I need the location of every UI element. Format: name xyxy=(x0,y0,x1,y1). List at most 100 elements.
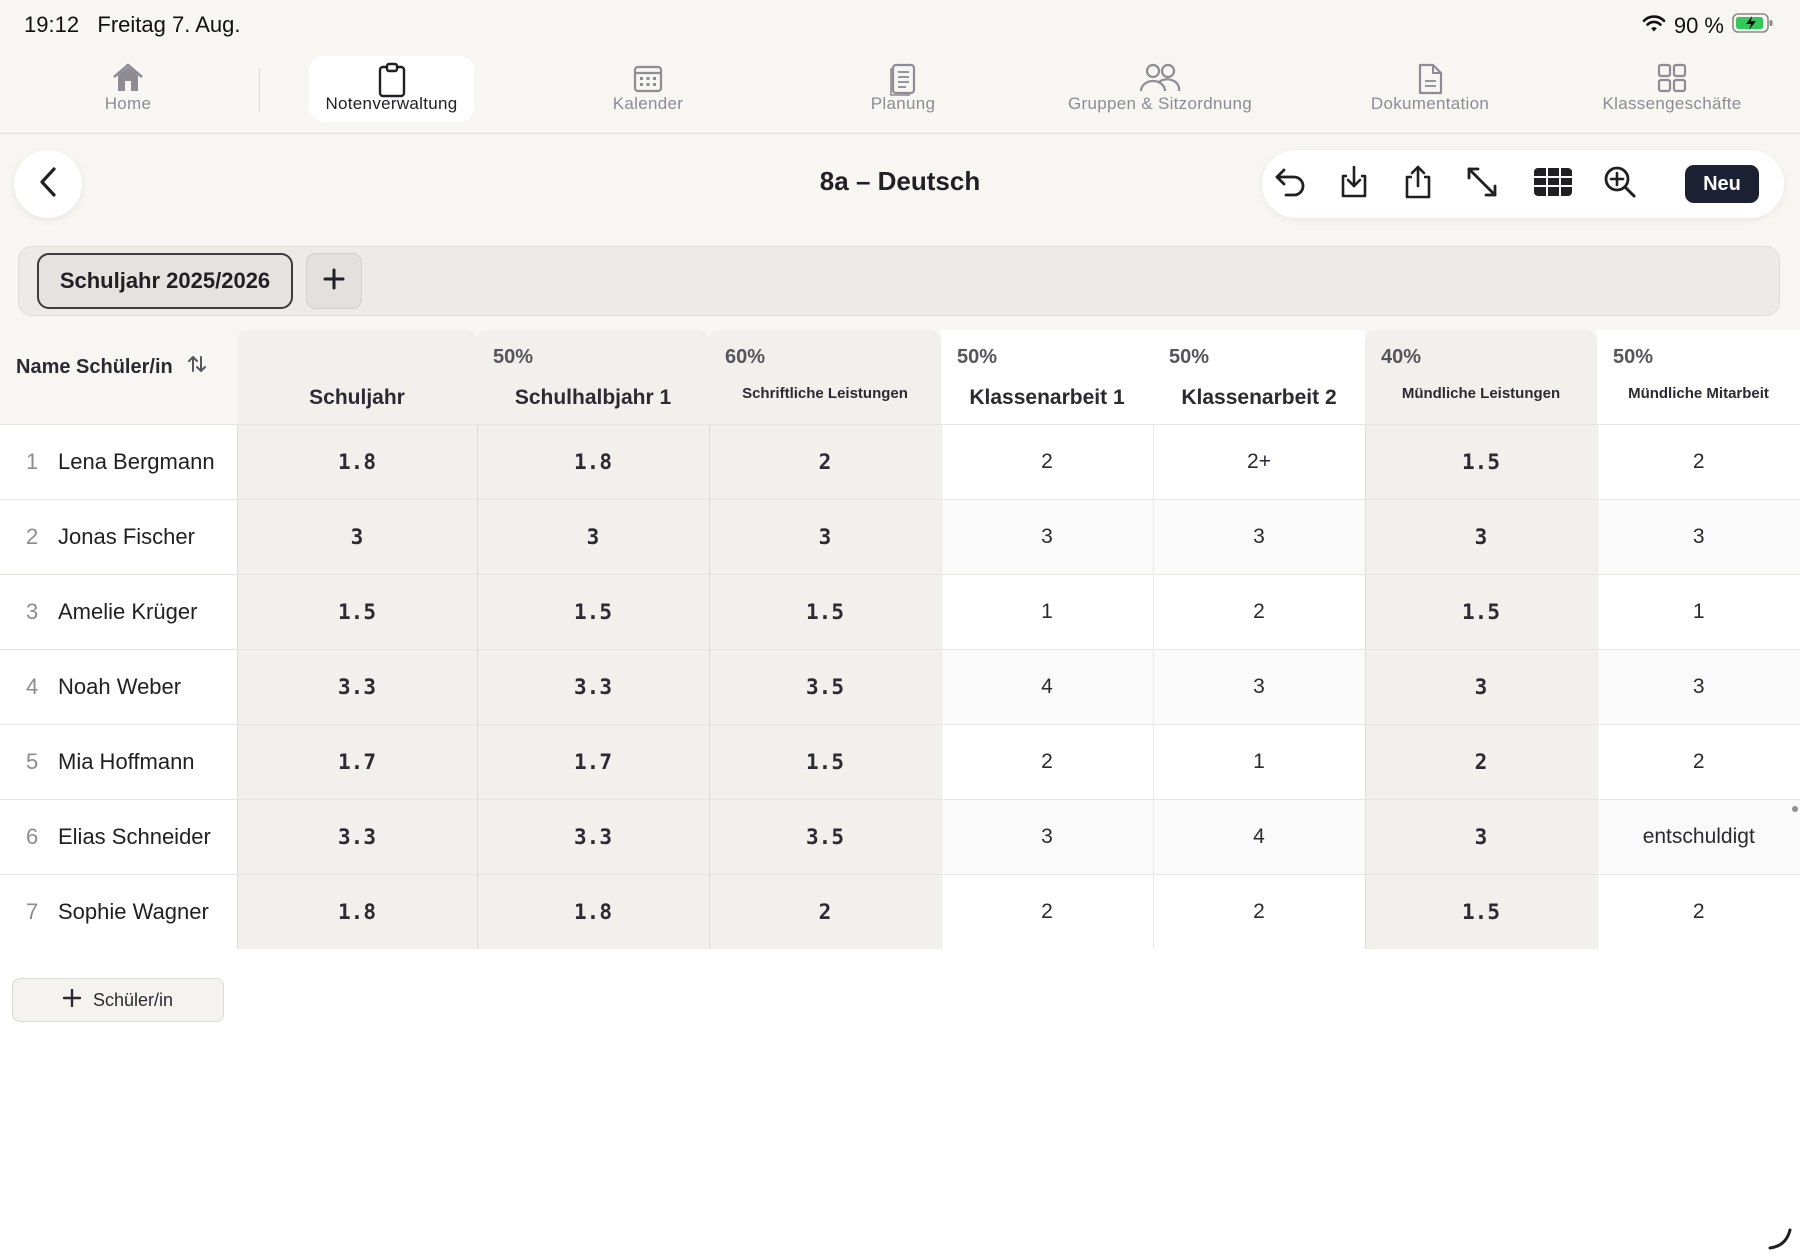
tab-klassengeschaefte[interactable]: Klassengeschäfte xyxy=(1592,56,1752,122)
back-button[interactable] xyxy=(14,150,82,218)
student-name-cell[interactable]: 7 Sophie Wagner xyxy=(0,873,237,949)
tab-kalender[interactable]: Kalender xyxy=(588,56,708,122)
name-column-header[interactable]: Name Schüler/in xyxy=(0,330,237,424)
grade-cell[interactable]: 4 xyxy=(940,648,1153,724)
row-number: 4 xyxy=(26,673,39,699)
add-period-button[interactable] xyxy=(306,253,362,309)
student-name-cell[interactable]: 1 Lena Bergmann xyxy=(0,423,237,499)
average-grade-cell[interactable]: 3.3 xyxy=(476,798,709,874)
sort-arrows-icon[interactable] xyxy=(187,354,207,380)
average-grade-cell[interactable]: 1.7 xyxy=(476,723,709,799)
average-grade-cell[interactable]: 3.5 xyxy=(708,798,941,874)
grade-cell[interactable]: 2 xyxy=(1152,873,1365,949)
average-grade-cell[interactable]: 1.5 xyxy=(1364,873,1597,949)
average-grade-cell[interactable]: 3 xyxy=(708,498,941,574)
chevron-left-icon xyxy=(37,165,59,204)
expand-button[interactable] xyxy=(1464,166,1500,202)
column-title: Klassenarbeit 1 xyxy=(969,385,1125,409)
average-grade-cell[interactable]: 1.5 xyxy=(708,723,941,799)
download-button[interactable] xyxy=(1336,165,1372,202)
grade-cell[interactable]: 3 xyxy=(1152,648,1365,724)
column-header-klassenarbeit-1[interactable]: 50% Klassenarbeit 1 xyxy=(941,330,1153,424)
tab-home[interactable]: Home xyxy=(72,56,184,122)
share-button[interactable] xyxy=(1400,165,1436,202)
scroll-indicator[interactable] xyxy=(1792,806,1798,812)
average-grade-cell[interactable]: 1.5 xyxy=(236,573,477,649)
grade-cell[interactable]: 2 xyxy=(1596,723,1800,799)
column-header-schriftliche-leistungen[interactable]: 60% Schriftliche Leistungen xyxy=(709,330,941,424)
column-header-klassenarbeit-2[interactable]: 50% Klassenarbeit 2 xyxy=(1153,330,1365,424)
student-name-cell[interactable]: 5 Mia Hoffmann xyxy=(0,723,237,799)
student-name-cell[interactable]: 3 Amelie Krüger xyxy=(0,573,237,649)
zoom-in-icon xyxy=(1602,164,1638,205)
grade-cell[interactable]: 3 xyxy=(940,798,1153,874)
average-grade-cell[interactable]: 1.7 xyxy=(236,723,477,799)
resize-handle-icon[interactable] xyxy=(1768,1226,1792,1255)
row-number: 3 xyxy=(26,598,39,624)
tab-dokumentation[interactable]: Dokumentation xyxy=(1345,56,1515,122)
grade-cell[interactable]: 2 xyxy=(940,873,1153,949)
student-name-cell[interactable]: 2 Jonas Fischer xyxy=(0,498,237,574)
table-row: 1 Lena Bergmann 1.8 1.8 2 2 2+ 1.5 2 xyxy=(0,423,1800,499)
average-grade-cell[interactable]: 3 xyxy=(1364,798,1597,874)
zoom-button[interactable] xyxy=(1602,166,1638,202)
average-grade-cell[interactable]: 3 xyxy=(1364,498,1597,574)
calendar-icon xyxy=(632,62,664,99)
average-grade-cell[interactable]: 1.5 xyxy=(1364,573,1597,649)
undo-button[interactable] xyxy=(1272,166,1308,202)
student-name-cell[interactable]: 4 Noah Weber xyxy=(0,648,237,724)
average-grade-cell[interactable]: 3.5 xyxy=(708,648,941,724)
grade-cell[interactable]: 3 xyxy=(1152,498,1365,574)
row-number: 2 xyxy=(26,523,39,549)
grade-cell[interactable]: 1 xyxy=(1596,573,1800,649)
grade-cell[interactable]: 2 xyxy=(1596,873,1800,949)
average-grade-cell[interactable]: 1.8 xyxy=(236,873,477,949)
column-header-muendliche-mitarbeit[interactable]: 50% Mündliche Mitarbeit xyxy=(1597,330,1800,424)
tab-planung[interactable]: Planung xyxy=(848,56,958,122)
grade-cell[interactable]: 2+ xyxy=(1152,423,1365,499)
column-header-schuljahr[interactable]: Schuljahr xyxy=(237,330,477,424)
grade-cell[interactable]: 2 xyxy=(940,723,1153,799)
student-name: Lena Bergmann xyxy=(58,448,215,474)
average-grade-cell[interactable]: 3 xyxy=(476,498,709,574)
grade-cell[interactable]: 2 xyxy=(1596,423,1800,499)
average-grade-cell[interactable]: 1.8 xyxy=(476,873,709,949)
add-student-button[interactable]: Schüler/in xyxy=(12,978,224,1022)
average-grade-cell[interactable]: 3.3 xyxy=(236,648,477,724)
grade-cell[interactable]: entschuldigt xyxy=(1596,798,1800,874)
average-grade-cell[interactable]: 1.8 xyxy=(236,423,477,499)
grade-cell[interactable]: 3 xyxy=(1596,498,1800,574)
average-grade-cell[interactable]: 1.5 xyxy=(708,573,941,649)
average-grade-cell[interactable]: 1.8 xyxy=(476,423,709,499)
table-header-row: Name Schüler/in Schuljahr 50% Schulhalbja… xyxy=(0,330,1800,424)
grade-cell[interactable]: 3 xyxy=(940,498,1153,574)
average-grade-cell[interactable]: 2 xyxy=(1364,723,1597,799)
battery-charging-icon xyxy=(1732,12,1774,40)
column-weight: 40% xyxy=(1381,346,1422,368)
column-header-schulhalbjahr-1[interactable]: 50% Schulhalbjahr 1 xyxy=(477,330,709,424)
average-grade-cell[interactable]: 1.5 xyxy=(1364,423,1597,499)
grade-cell[interactable]: 1 xyxy=(1152,723,1365,799)
tab-notenverwaltung[interactable]: Notenverwaltung xyxy=(309,56,474,122)
column-header-muendliche-leistungen[interactable]: 40% Mündliche Leistungen xyxy=(1365,330,1597,424)
average-grade-cell[interactable]: 3.3 xyxy=(236,798,477,874)
grade-cell[interactable]: 2 xyxy=(1152,573,1365,649)
tab-label: Klassengeschäfte xyxy=(1602,94,1742,113)
grade-cell[interactable]: 1 xyxy=(940,573,1153,649)
table-view-button[interactable] xyxy=(1532,166,1574,202)
average-grade-cell[interactable]: 3 xyxy=(1364,648,1597,724)
average-grade-cell[interactable]: 3.3 xyxy=(476,648,709,724)
average-grade-cell[interactable]: 3 xyxy=(236,498,477,574)
period-chip-selected[interactable]: Schuljahr 2025/2026 xyxy=(37,253,293,309)
student-name-cell[interactable]: 6 Elias Schneider xyxy=(0,798,237,874)
grade-cell[interactable]: 3 xyxy=(1596,648,1800,724)
name-header-label: Name Schüler/in xyxy=(16,355,173,378)
status-clock: 19:12 Freitag 7. Aug. xyxy=(24,12,241,38)
grade-cell[interactable]: 4 xyxy=(1152,798,1365,874)
average-grade-cell[interactable]: 1.5 xyxy=(476,573,709,649)
tab-gruppen-sitzordnung[interactable]: Gruppen & Sitzordnung xyxy=(1055,56,1265,122)
grade-cell[interactable]: 2 xyxy=(940,423,1153,499)
new-button[interactable]: Neu xyxy=(1685,165,1759,203)
average-grade-cell[interactable]: 2 xyxy=(708,423,941,499)
average-grade-cell[interactable]: 2 xyxy=(708,873,941,949)
